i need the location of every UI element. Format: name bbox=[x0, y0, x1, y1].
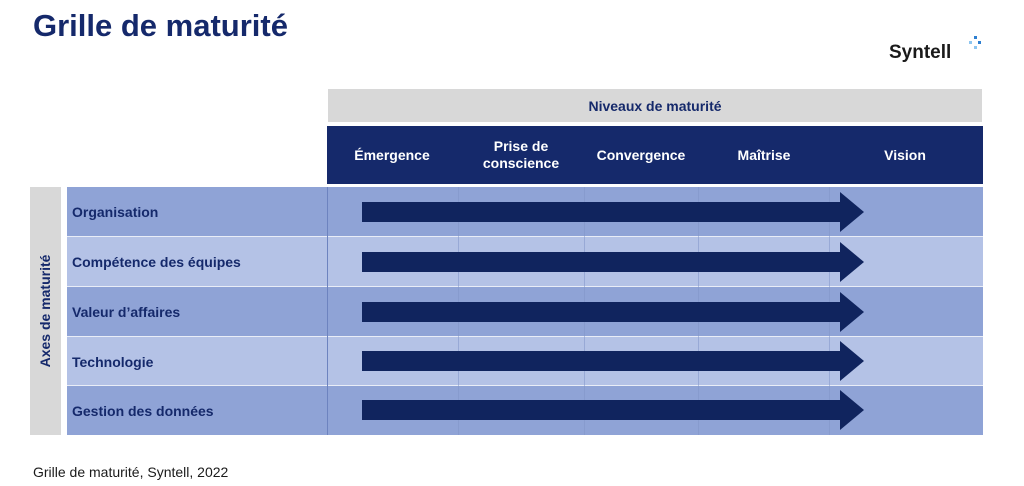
axis-label-organisation: Organisation bbox=[72, 204, 159, 220]
page-title: Grille de maturité bbox=[33, 8, 288, 43]
row-divider bbox=[67, 336, 983, 337]
level-maitrise: Maîtrise bbox=[737, 146, 791, 163]
axis-label-valeur: Valeur d’affaires bbox=[72, 304, 181, 320]
axis-label-competence: Compétence des équipes bbox=[72, 254, 241, 270]
level-convergence: Convergence bbox=[596, 146, 686, 163]
levels-header: Niveaux de maturité bbox=[328, 89, 982, 122]
progress-arrow-icon bbox=[362, 292, 864, 332]
axis-label-technologie: Technologie bbox=[72, 354, 154, 370]
row-divider bbox=[67, 286, 983, 287]
levels-bar bbox=[327, 126, 983, 184]
level-prise-de-conscience: Prise de conscience bbox=[482, 138, 560, 171]
level-emergence: Émergence bbox=[354, 146, 430, 163]
progress-arrow-icon bbox=[362, 192, 864, 232]
progress-arrow-icon bbox=[362, 341, 864, 381]
axis-label-gestion: Gestion des données bbox=[72, 402, 214, 419]
progress-arrow-icon bbox=[362, 242, 864, 282]
brand-logo: Syntell bbox=[889, 42, 952, 63]
row-divider bbox=[67, 236, 983, 237]
axes-label: Axes de maturité bbox=[37, 254, 53, 368]
grid-column-line bbox=[327, 187, 328, 435]
progress-arrow-icon bbox=[362, 390, 864, 430]
axes-side-panel bbox=[30, 187, 61, 435]
level-vision: Vision bbox=[884, 146, 926, 163]
logo-mark-icon bbox=[969, 36, 981, 49]
figure-caption: Grille de maturité, Syntell, 2022 bbox=[33, 464, 229, 480]
row-divider bbox=[67, 385, 983, 386]
